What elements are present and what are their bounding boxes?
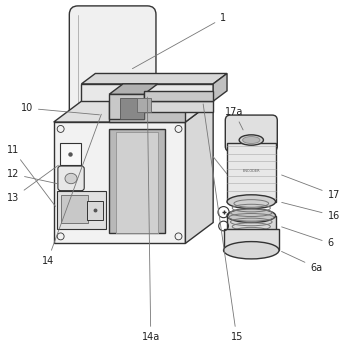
Polygon shape (137, 98, 151, 112)
Polygon shape (116, 132, 158, 233)
Polygon shape (213, 73, 227, 101)
Text: 15: 15 (203, 104, 243, 342)
FancyBboxPatch shape (60, 143, 81, 165)
Polygon shape (81, 84, 213, 101)
Ellipse shape (227, 195, 276, 209)
Polygon shape (144, 91, 213, 101)
FancyBboxPatch shape (58, 166, 84, 191)
Text: 10: 10 (21, 103, 100, 115)
Polygon shape (109, 84, 158, 94)
Text: ENCODER: ENCODER (242, 168, 260, 173)
Polygon shape (144, 101, 213, 112)
Polygon shape (81, 73, 227, 84)
FancyBboxPatch shape (225, 115, 277, 151)
Ellipse shape (223, 242, 279, 259)
Text: 14a: 14a (142, 97, 160, 342)
Ellipse shape (239, 135, 263, 145)
Text: 13: 13 (7, 165, 59, 203)
Text: 17a: 17a (225, 106, 243, 130)
Text: 1: 1 (132, 13, 226, 69)
Polygon shape (109, 129, 165, 233)
Text: 11: 11 (7, 145, 56, 206)
Polygon shape (61, 195, 89, 222)
Polygon shape (227, 143, 276, 202)
Text: 17: 17 (282, 175, 340, 200)
Polygon shape (109, 94, 144, 119)
FancyBboxPatch shape (87, 201, 103, 220)
Ellipse shape (243, 136, 260, 143)
Ellipse shape (227, 209, 276, 222)
Polygon shape (120, 98, 144, 119)
Polygon shape (57, 191, 106, 229)
Polygon shape (54, 122, 185, 243)
FancyBboxPatch shape (69, 6, 156, 130)
Text: 6a: 6a (282, 251, 322, 272)
Polygon shape (109, 101, 185, 122)
Polygon shape (54, 101, 213, 122)
Polygon shape (227, 216, 276, 233)
Polygon shape (185, 101, 213, 243)
Text: 6: 6 (282, 227, 334, 248)
Ellipse shape (65, 173, 77, 184)
Polygon shape (223, 229, 279, 250)
Text: 12: 12 (7, 169, 58, 184)
Text: 14: 14 (41, 114, 101, 266)
Text: 16: 16 (282, 203, 340, 221)
